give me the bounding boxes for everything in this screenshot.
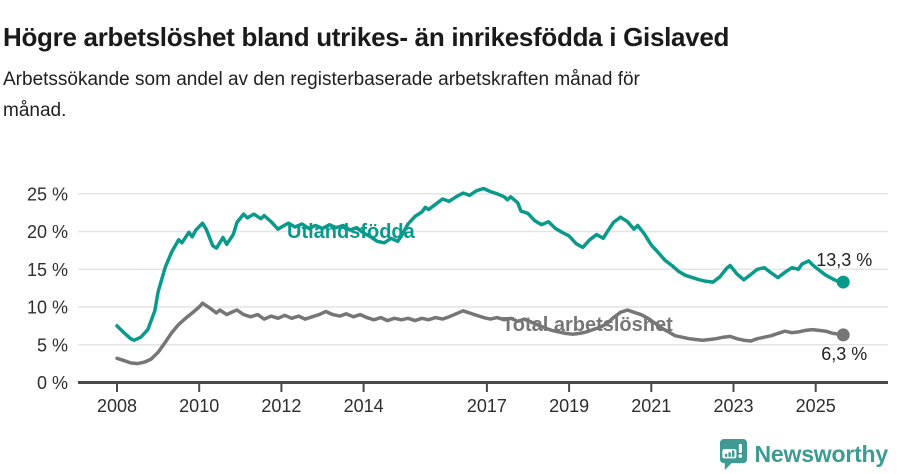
end-value-label-utlandsf-dda: 13,3 % xyxy=(816,250,872,270)
x-axis-tick-label: 2025 xyxy=(796,396,836,416)
x-axis-tick-label: 2008 xyxy=(97,396,137,416)
x-axis-tick-label: 2019 xyxy=(549,396,589,416)
series-label-utlandsf-dda: Utlandsfödda xyxy=(287,221,416,243)
x-axis-tick-label: 2014 xyxy=(344,396,384,416)
chart-subtitle-line-1: Arbetssökande som andel av den registerb… xyxy=(3,69,640,90)
chart-subtitle-line-2: månad. xyxy=(3,100,67,121)
series-label-total-arbetsl-shet: Total arbetslöshet xyxy=(502,314,673,336)
y-axis-tick-label: 5 % xyxy=(37,335,68,355)
x-axis-tick-label: 2010 xyxy=(179,396,219,416)
end-value-label-total-arbetsl-shet: 6,3 % xyxy=(821,344,867,364)
newsworthy-logo-icon xyxy=(719,439,747,470)
end-dot-utlandsf-dda xyxy=(836,275,850,289)
y-axis-tick-label: 0 % xyxy=(37,373,68,393)
newsworthy-brand-name: Newsworthy xyxy=(754,440,889,467)
x-axis-tick-label: 2023 xyxy=(713,396,753,416)
y-axis-tick-label: 10 % xyxy=(27,298,68,318)
x-axis-tick-label: 2012 xyxy=(261,396,301,416)
series-line-utlandsf-dda xyxy=(115,186,845,342)
chart-subtitle: Arbetssökande som andel av den registerb… xyxy=(3,64,853,126)
x-axis-tick-label: 2017 xyxy=(467,396,507,416)
y-axis-tick-label: 15 % xyxy=(27,260,68,280)
newsworthy-brand: Newsworthy xyxy=(719,438,888,470)
y-axis-tick-label: 20 % xyxy=(27,222,68,242)
y-axis-tick-label: 25 % xyxy=(27,184,68,204)
x-axis-tick-label: 2021 xyxy=(631,396,671,416)
end-dot-total-arbetsl-shet xyxy=(836,328,850,342)
page-title: Högre arbetslöshet bland utrikes- än inr… xyxy=(3,22,730,53)
series-line-total-arbetsl-shet xyxy=(115,301,845,366)
